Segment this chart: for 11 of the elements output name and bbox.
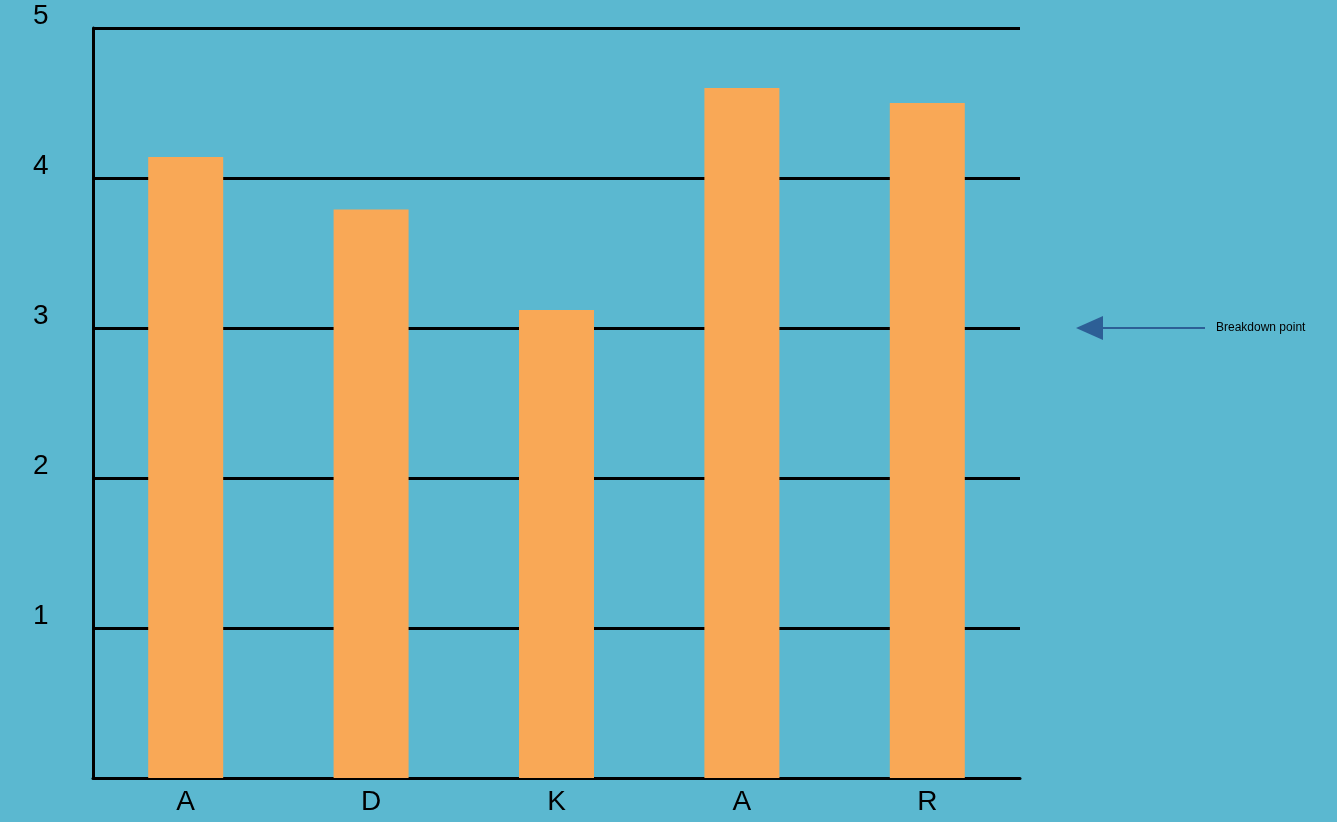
y-tick-label: 5: [33, 0, 49, 30]
x-tick-label: K: [547, 784, 567, 816]
y-tick-label: 4: [33, 148, 49, 180]
y-tick-label: 1: [33, 598, 49, 630]
y-tick-label: 3: [33, 298, 49, 330]
x-tick-label: R: [917, 784, 938, 816]
x-tick-label: A: [732, 784, 752, 816]
x-tick-label: A: [176, 784, 196, 816]
text: Breakdown point: [1216, 320, 1306, 334]
x-tick-label: D: [360, 784, 382, 816]
y-tick-label: 2: [33, 448, 49, 480]
